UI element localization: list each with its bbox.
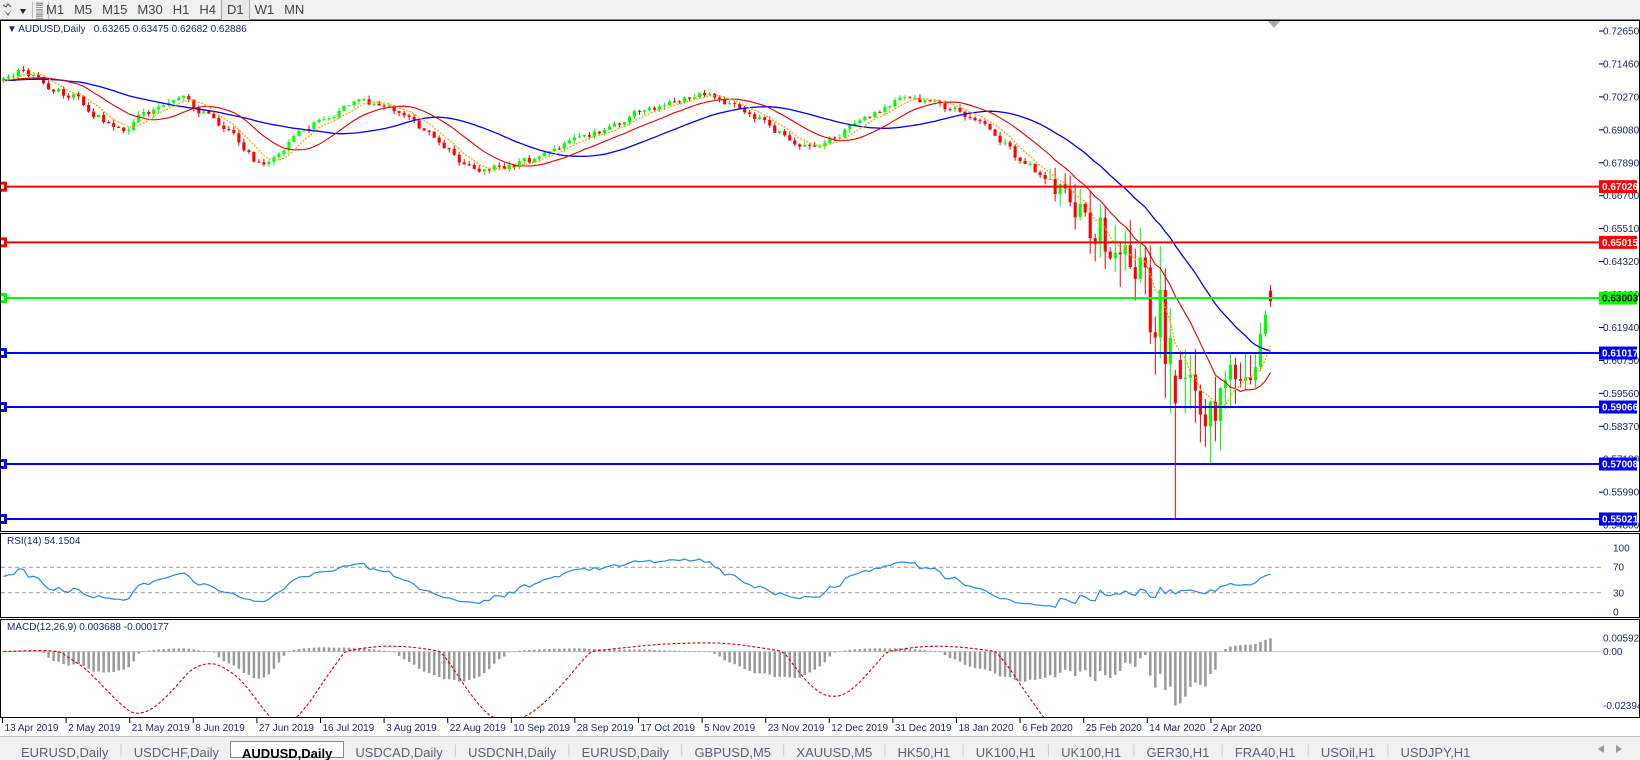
svg-text:0.67026: 0.67026: [1602, 182, 1639, 193]
svg-text:16 Jul 2019: 16 Jul 2019: [323, 723, 375, 734]
svg-text:0.65510: 0.65510: [1603, 224, 1640, 235]
svg-text:0.65015: 0.65015: [1602, 238, 1639, 249]
svg-text:0.58370: 0.58370: [1603, 422, 1640, 433]
svg-text:0.61017: 0.61017: [1602, 349, 1639, 360]
svg-text:6 Feb 2020: 6 Feb 2020: [1022, 723, 1073, 734]
svg-text:0.55990: 0.55990: [1603, 488, 1640, 499]
svg-text:28 Sep 2019: 28 Sep 2019: [577, 723, 634, 734]
svg-text:5 Nov 2019: 5 Nov 2019: [704, 723, 756, 734]
svg-text:0.70270: 0.70270: [1603, 92, 1640, 103]
svg-text:14 Mar 2020: 14 Mar 2020: [1149, 723, 1206, 734]
svg-text:0.00: 0.00: [1603, 647, 1623, 658]
svg-text:27 Jun 2019: 27 Jun 2019: [259, 723, 314, 734]
svg-text:100: 100: [1613, 544, 1630, 555]
svg-text:0.69080: 0.69080: [1603, 125, 1640, 136]
svg-text:70: 70: [1613, 563, 1625, 574]
svg-text:0.59066: 0.59066: [1602, 403, 1639, 414]
svg-text:25 Feb 2020: 25 Feb 2020: [1086, 723, 1143, 734]
svg-text:0.55021: 0.55021: [1602, 515, 1639, 526]
svg-text:13 Apr 2019: 13 Apr 2019: [5, 723, 59, 734]
svg-text:12 Dec 2019: 12 Dec 2019: [831, 723, 888, 734]
svg-text:10 Sep 2019: 10 Sep 2019: [513, 723, 570, 734]
svg-text:3 Aug 2019: 3 Aug 2019: [386, 723, 437, 734]
svg-text:0.67890: 0.67890: [1603, 158, 1640, 169]
svg-text:0.71460: 0.71460: [1603, 59, 1640, 70]
svg-text:2 May 2019: 2 May 2019: [68, 723, 121, 734]
svg-text:8 Jun 2019: 8 Jun 2019: [195, 723, 245, 734]
svg-text:17 Oct 2019: 17 Oct 2019: [641, 723, 696, 734]
svg-text:0: 0: [1613, 608, 1619, 619]
svg-text:0.72650: 0.72650: [1603, 27, 1640, 38]
svg-text:0.57008: 0.57008: [1602, 459, 1639, 470]
svg-text:0.63003: 0.63003: [1602, 294, 1639, 305]
svg-text:2 Apr 2020: 2 Apr 2020: [1213, 723, 1262, 734]
svg-text:21 May 2019: 21 May 2019: [132, 723, 190, 734]
svg-text:22 Aug 2019: 22 Aug 2019: [450, 723, 507, 734]
svg-text:0.64320: 0.64320: [1603, 257, 1640, 268]
svg-text:-0.023944: -0.023944: [1603, 701, 1640, 712]
svg-text:30: 30: [1613, 588, 1625, 599]
svg-text:0.59560: 0.59560: [1603, 389, 1640, 400]
svg-text:0.005923: 0.005923: [1603, 634, 1640, 645]
svg-text:31 Dec 2019: 31 Dec 2019: [895, 723, 952, 734]
svg-text:0.61940: 0.61940: [1603, 323, 1640, 334]
svg-text:23 Nov 2019: 23 Nov 2019: [768, 723, 825, 734]
svg-text:18 Jan 2020: 18 Jan 2020: [959, 723, 1014, 734]
